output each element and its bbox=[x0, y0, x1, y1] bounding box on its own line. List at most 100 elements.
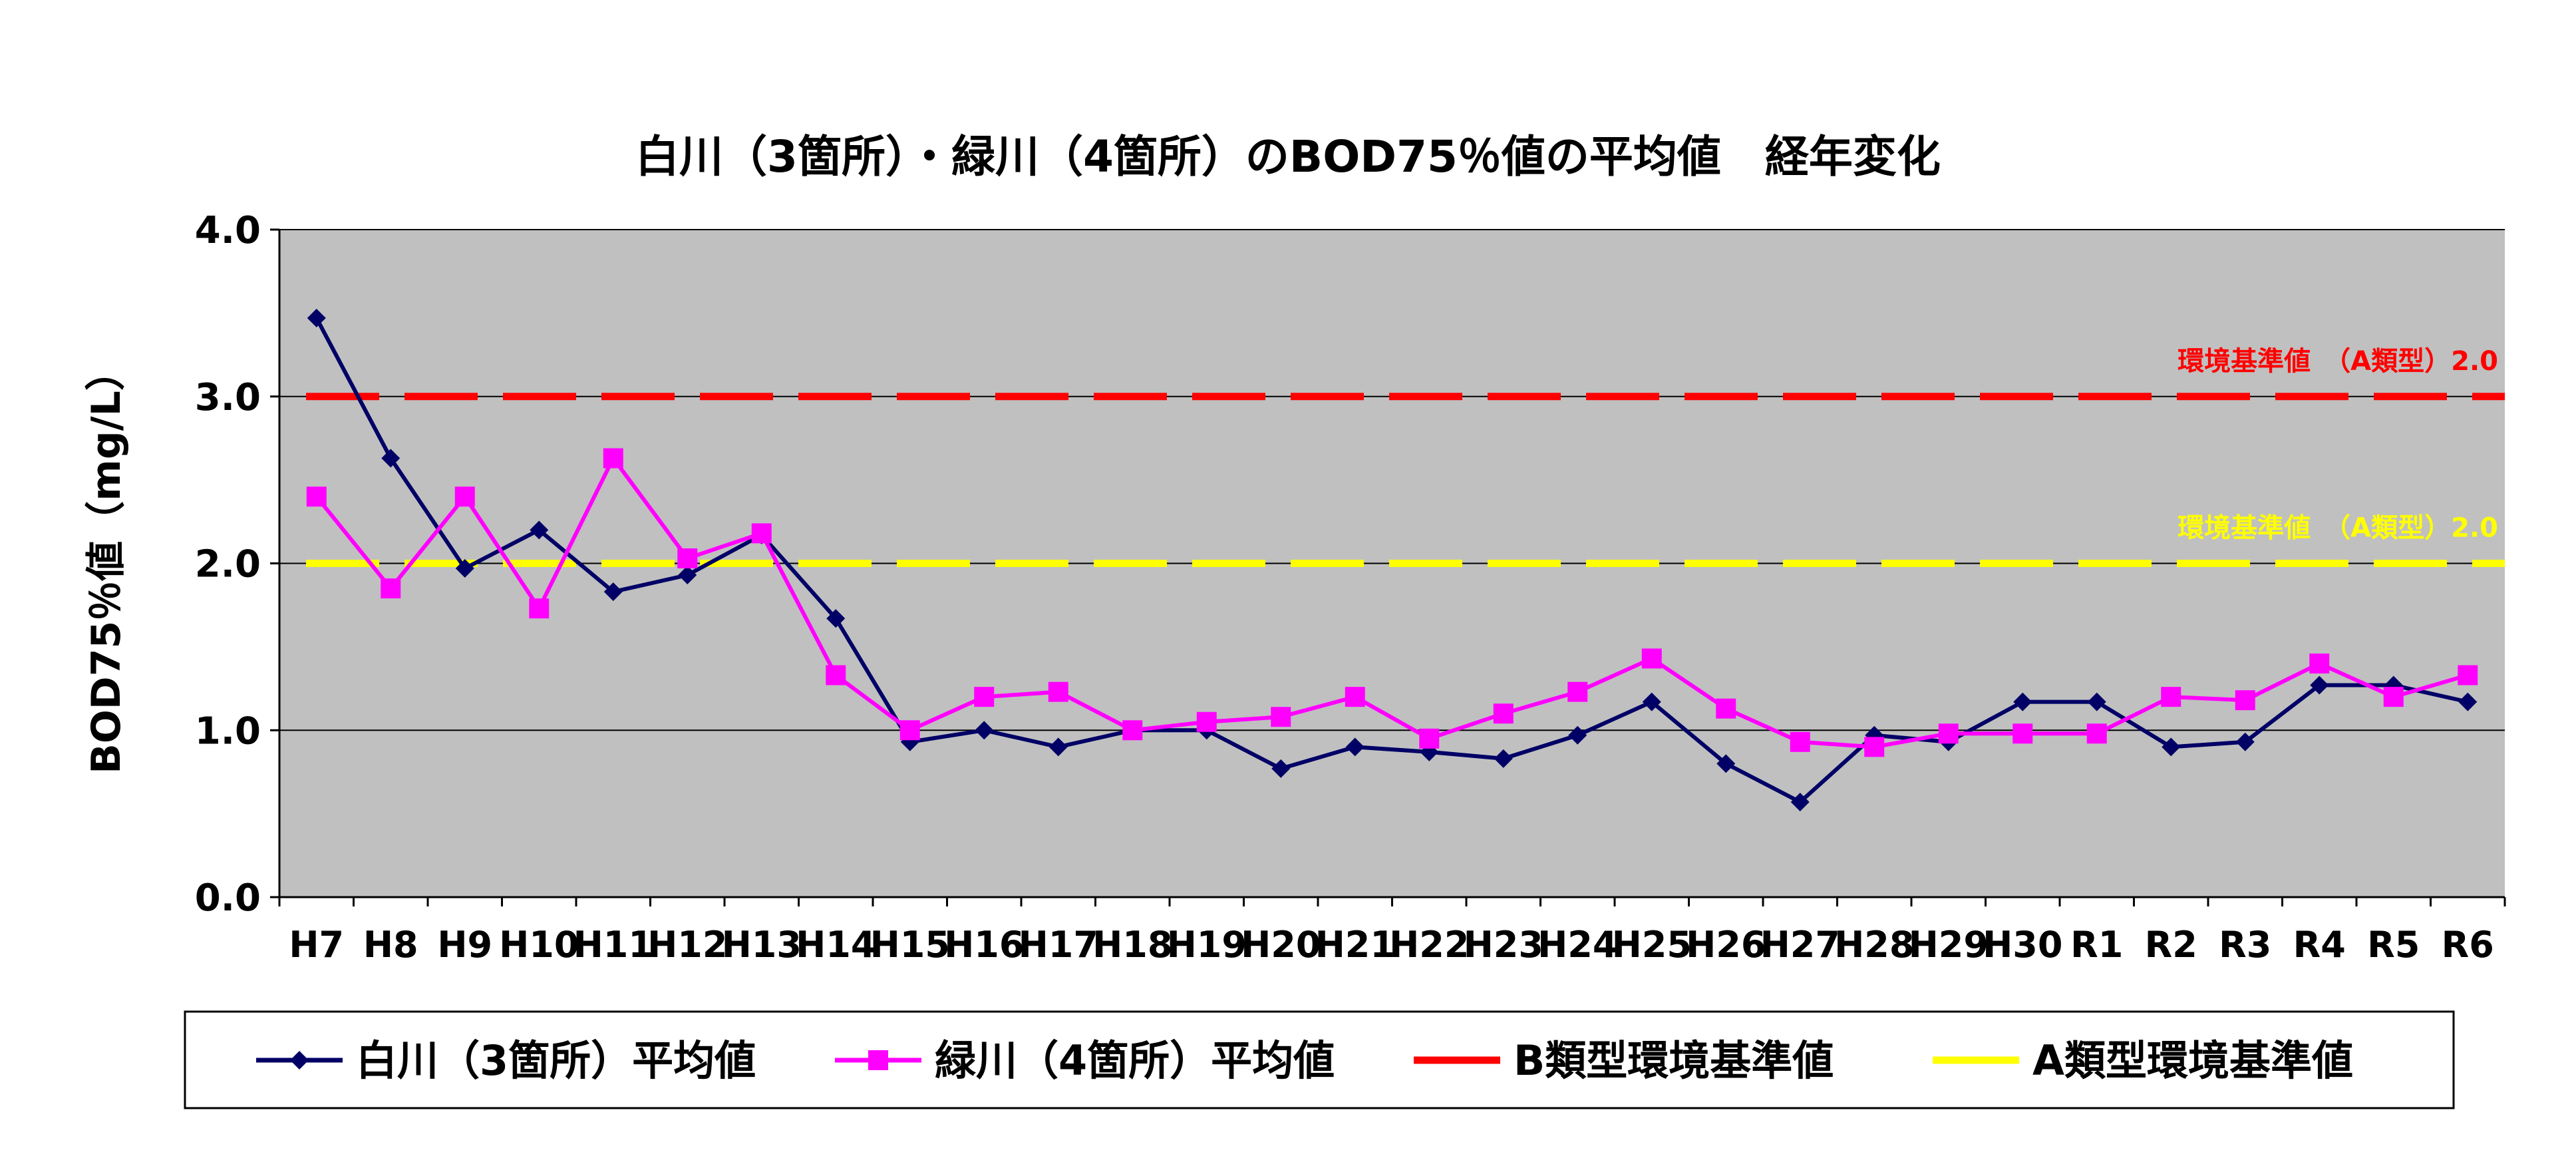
data-point bbox=[1716, 754, 1736, 773]
x-axis-ticks: H7 H8 H9 H10H11H12H13H14H15H16H17H18H19H20H… bbox=[278, 897, 2506, 966]
x-tick-label: H9 bbox=[437, 924, 492, 966]
data-point bbox=[899, 720, 920, 741]
data-point bbox=[678, 566, 697, 585]
data-point bbox=[1345, 687, 1365, 707]
legend-item: A類型環境基準値 bbox=[1933, 1036, 2353, 1085]
data-point bbox=[826, 609, 846, 628]
x-tick-label: H23 bbox=[1464, 924, 1543, 966]
data-point bbox=[2235, 690, 2255, 711]
chart-title: 白川（3箇所）・緑川（4箇所）のBOD75％値の平均値 経年変化 bbox=[635, 131, 1941, 182]
data-point bbox=[2086, 723, 2107, 744]
data-point bbox=[974, 687, 995, 707]
x-tick-label: H14 bbox=[796, 924, 876, 966]
data-point bbox=[1419, 728, 1440, 749]
legend-label: B類型環境基準値 bbox=[1514, 1036, 1834, 1085]
data-point bbox=[603, 448, 623, 469]
x-tick-label: H7 bbox=[289, 924, 344, 966]
y-tick-label: 3.0 bbox=[195, 376, 261, 419]
data-point bbox=[381, 449, 401, 468]
data-point bbox=[975, 721, 994, 740]
data-point bbox=[826, 665, 846, 685]
data-point bbox=[1716, 698, 1736, 719]
data-point bbox=[2235, 732, 2255, 751]
data-point bbox=[1494, 749, 1513, 768]
data-point bbox=[1568, 725, 1587, 745]
data-point bbox=[2161, 687, 2181, 707]
data-point bbox=[2383, 687, 2404, 707]
x-tick-label: R4 bbox=[2293, 924, 2346, 966]
x-tick-label: H16 bbox=[944, 924, 1024, 966]
x-tick-label: H10 bbox=[499, 924, 579, 966]
x-tick-label: H29 bbox=[1909, 924, 1989, 966]
x-tick-label: R5 bbox=[2367, 924, 2420, 966]
data-point bbox=[1271, 707, 1291, 727]
x-tick-label: H24 bbox=[1537, 924, 1617, 966]
x-tick-label: H20 bbox=[1241, 924, 1321, 966]
y-axis-label: BOD75％値（mg/L） bbox=[83, 351, 130, 774]
x-tick-label: R6 bbox=[2442, 924, 2494, 966]
series-line bbox=[315, 317, 2468, 805]
data-point bbox=[1196, 711, 1217, 732]
data-point bbox=[603, 582, 623, 602]
reference-line-label: 環境基準値 （A類型）2.0 bbox=[2177, 346, 2498, 377]
y-tick-label: 0.0 bbox=[195, 877, 261, 920]
data-point bbox=[1790, 793, 1810, 812]
data-point bbox=[2087, 692, 2106, 711]
x-tick-label: H22 bbox=[1389, 924, 1469, 966]
data-point bbox=[1493, 703, 1514, 724]
x-tick-label: H18 bbox=[1092, 924, 1172, 966]
legend-label: 緑川（4箇所）平均値 bbox=[935, 1036, 1335, 1085]
y-axis-ticks: 0.0 1.0 2.0 3.0 4.0 bbox=[195, 209, 279, 920]
series-line bbox=[315, 454, 2469, 749]
legend-box bbox=[184, 1010, 2455, 1109]
x-tick-label: H28 bbox=[1834, 924, 1914, 966]
data-point bbox=[2162, 737, 2181, 757]
x-tick-label: H25 bbox=[1612, 924, 1692, 966]
y-tick-label: 2.0 bbox=[195, 543, 261, 586]
x-tick-label: R2 bbox=[2145, 924, 2197, 966]
data-point bbox=[2310, 676, 2329, 695]
legend-label: 白川（3箇所）平均値 bbox=[356, 1036, 756, 1085]
data-point bbox=[1271, 759, 1291, 778]
data-point bbox=[306, 487, 327, 507]
data-point bbox=[1642, 692, 1661, 711]
data-point bbox=[1938, 723, 1959, 744]
series-group bbox=[306, 308, 2478, 812]
data-point bbox=[1567, 682, 1588, 702]
series-2 bbox=[306, 448, 2478, 757]
x-tick-label: H26 bbox=[1686, 924, 1766, 966]
data-point bbox=[2458, 692, 2478, 711]
data-point bbox=[381, 578, 401, 599]
x-tick-label: H27 bbox=[1760, 924, 1840, 966]
reference-line-label: 環境基準値 （A類型）2.0 bbox=[2177, 513, 2498, 544]
data-point bbox=[1790, 731, 1810, 752]
x-tick-label: H11 bbox=[573, 924, 653, 966]
data-point bbox=[1641, 648, 1662, 669]
data-point bbox=[1122, 720, 1143, 741]
y-tick-label: 4.0 bbox=[195, 209, 261, 252]
data-point bbox=[529, 598, 550, 619]
data-point bbox=[2458, 665, 2478, 685]
data-point bbox=[1048, 682, 1068, 702]
data-point bbox=[1864, 737, 1885, 757]
data-point bbox=[307, 308, 326, 327]
data-point bbox=[530, 520, 549, 540]
reference-lines: 環境基準値 （A類型）2.0 環境基準値 （A類型）2.0 bbox=[306, 346, 2505, 567]
legend-marker bbox=[868, 1050, 888, 1070]
legend-label: A類型環境基準値 bbox=[2032, 1036, 2353, 1085]
data-point bbox=[454, 487, 475, 507]
data-point bbox=[455, 559, 474, 578]
data-point bbox=[677, 548, 698, 568]
data-point bbox=[2309, 653, 2330, 674]
legend-item: B類型環境基準値 bbox=[1414, 1036, 1834, 1085]
x-tick-label: R3 bbox=[2219, 924, 2271, 966]
data-point bbox=[2013, 692, 2032, 711]
x-tick-label: H19 bbox=[1167, 924, 1247, 966]
y-tick-label: 1.0 bbox=[195, 709, 261, 753]
x-tick-label: H12 bbox=[647, 924, 727, 966]
data-point bbox=[751, 523, 772, 544]
x-tick-label: H30 bbox=[1983, 924, 2062, 966]
legend: 白川（3箇所）平均値 緑川（4箇所）平均値 B類型環境基準値 A類型環境基準値 bbox=[184, 1010, 2455, 1109]
x-tick-label: H13 bbox=[722, 924, 802, 966]
